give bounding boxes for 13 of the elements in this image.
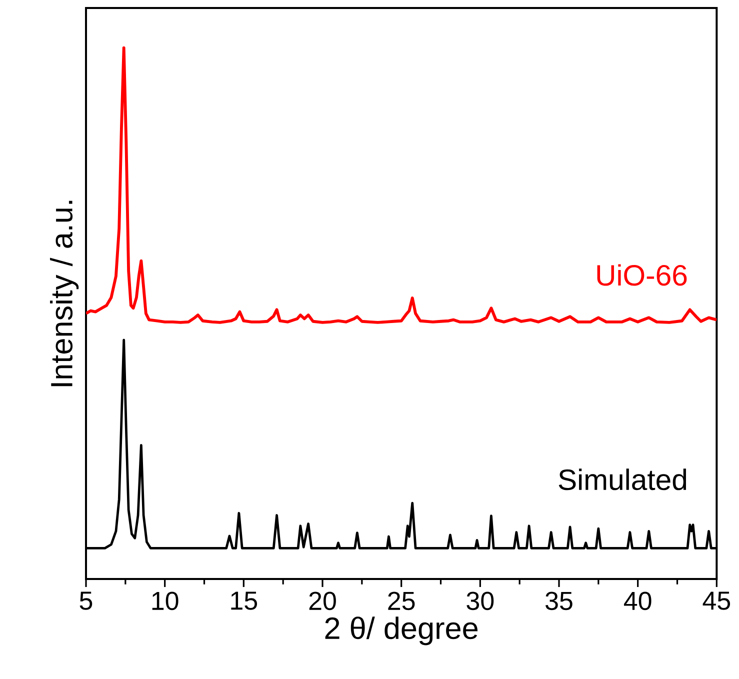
- x-tick-label: 5: [80, 592, 92, 610]
- y-axis-title: Intensity / a.u.: [50, 200, 79, 386]
- x-tick-label: 30: [466, 592, 494, 610]
- x-tick-label: 20: [309, 592, 336, 610]
- x-tick-label: 10: [152, 592, 178, 610]
- x-tick-label: 15: [231, 592, 258, 610]
- x-tick-label: 25: [388, 592, 415, 610]
- series-label: UiO-66: [597, 264, 687, 286]
- x-tick-label: 45: [702, 592, 730, 610]
- x-tick-label: 35: [546, 592, 572, 610]
- series-label: Simulated: [558, 468, 686, 490]
- x-tick-label: 40: [624, 592, 652, 610]
- x-axis-title: 2 θ/ degree: [325, 616, 478, 646]
